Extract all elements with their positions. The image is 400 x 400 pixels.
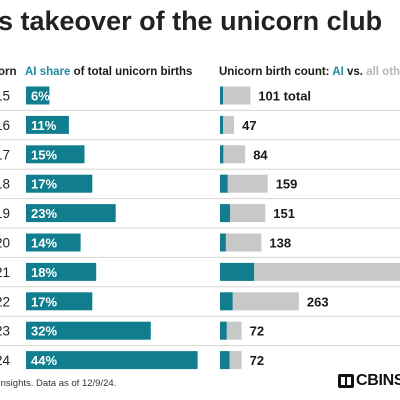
share-label: 11% <box>31 118 57 133</box>
count-bar-others <box>220 292 299 311</box>
share-label: 17% <box>31 177 57 192</box>
count-header-prefix: Unicorn birth count: <box>219 66 333 78</box>
year-label: 16 <box>0 118 10 133</box>
share-column-header: AI share of total unicorn births <box>25 66 192 78</box>
year-label: 17 <box>0 147 10 162</box>
share-header-rest: of total unicorn births <box>70 66 193 78</box>
count-bar-ai <box>220 351 230 370</box>
year-label: 22 <box>0 294 10 309</box>
share-label: 32% <box>31 324 57 339</box>
count-bar-others <box>220 174 268 193</box>
count-column-header: Unicorn birth count: AI vs. all others <box>219 66 400 78</box>
count-label: 101 total <box>258 89 311 104</box>
cb-insights-logo: CBINSI <box>338 372 400 390</box>
cb-logo-icon <box>338 374 354 388</box>
share-label: 44% <box>31 353 57 368</box>
count-bar-ai <box>220 115 223 134</box>
count-header-vs: vs. <box>343 66 367 78</box>
share-label: 6% <box>31 89 50 104</box>
count-bar-others <box>220 204 266 223</box>
count-header-ai: AI <box>332 66 344 78</box>
year-label: 19 <box>0 206 10 221</box>
year-label: 24 <box>0 353 10 368</box>
count-label: 138 <box>269 236 291 251</box>
count-label: 159 <box>276 177 298 192</box>
share-label: 23% <box>31 206 57 221</box>
count-bar-others <box>220 145 246 164</box>
share-label: 15% <box>31 147 57 162</box>
share-bar <box>26 262 97 281</box>
share-bar <box>26 86 50 105</box>
year-column-header: orn <box>0 66 17 78</box>
count-bar-others <box>220 86 251 105</box>
share-bar <box>26 145 85 164</box>
count-bar-ai <box>220 321 227 340</box>
share-bar <box>26 174 93 193</box>
year-label: 15 <box>0 89 10 104</box>
share-label: 14% <box>31 236 57 251</box>
count-label: 263 <box>307 294 329 309</box>
logo-text: CBINSI <box>356 372 400 389</box>
count-bar-others <box>220 233 262 252</box>
share-bar <box>26 351 198 370</box>
share-bar <box>26 233 81 252</box>
source-footnote: Insights. Data as of 12/9/24. <box>0 378 117 389</box>
chart-title: s takeover of the unicorn club <box>0 6 383 36</box>
count-bar-others <box>220 262 400 281</box>
year-label: 23 <box>0 324 10 339</box>
count-bar-ai <box>220 292 233 311</box>
count-bar-ai <box>220 174 228 193</box>
count-label: 151 <box>273 206 295 221</box>
count-label: 47 <box>242 118 256 133</box>
share-bar <box>26 115 69 134</box>
share-label: 18% <box>31 265 57 280</box>
count-bar-ai <box>220 233 226 252</box>
year-label: 21 <box>0 265 10 280</box>
share-header-ai: AI share <box>25 66 71 78</box>
count-bar-ai <box>220 86 223 105</box>
year-label: 20 <box>0 236 10 251</box>
count-bar-ai <box>220 204 230 223</box>
count-label: 84 <box>253 147 268 162</box>
count-header-others: all others <box>366 66 400 78</box>
share-bar <box>26 321 151 340</box>
share-bar <box>26 292 93 311</box>
count-label: 72 <box>250 353 264 368</box>
share-label: 17% <box>31 294 57 309</box>
year-label: 18 <box>0 177 10 192</box>
count-bar-ai <box>220 262 254 281</box>
count-label: 72 <box>250 324 264 339</box>
count-bar-others <box>220 115 235 134</box>
count-bar-ai <box>220 145 224 164</box>
share-bar <box>26 204 116 223</box>
